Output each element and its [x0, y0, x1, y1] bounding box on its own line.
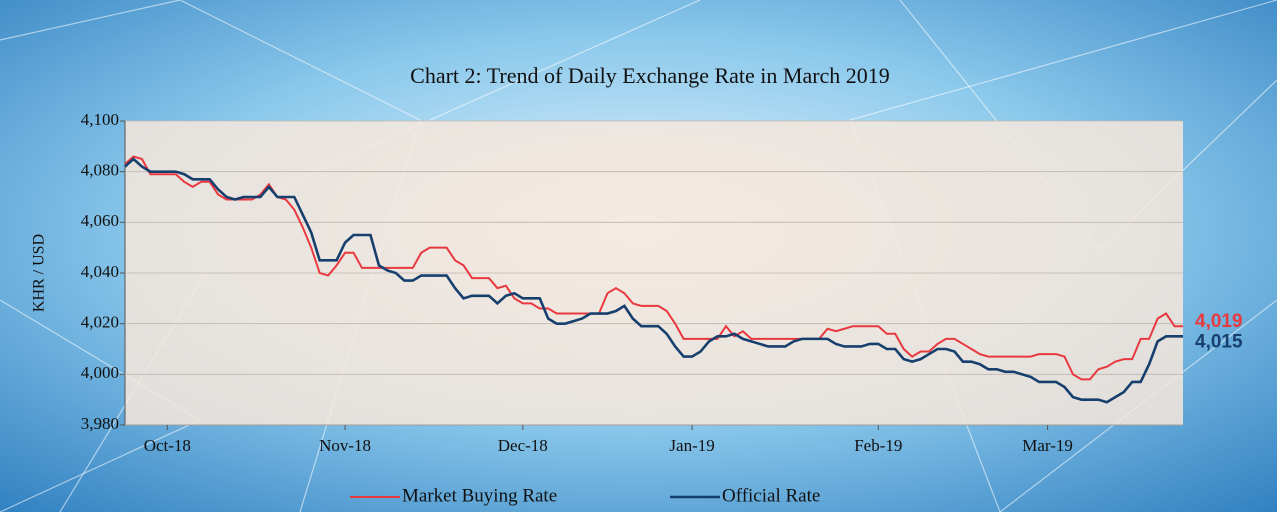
x-tick-label: Jan-19 — [669, 436, 714, 455]
chart-title: Chart 2: Trend of Daily Exchange Rate in… — [410, 63, 890, 88]
x-tick-label: Nov-18 — [319, 436, 371, 455]
y-tick-label: 4,080 — [81, 161, 119, 180]
legend-label: Official Rate — [722, 485, 820, 506]
series-line — [124, 155, 1183, 381]
x-tick-label: Mar-19 — [1022, 436, 1073, 455]
series-line — [124, 157, 1183, 404]
y-axis-label: KHR / USD — [31, 234, 48, 312]
end-label: 4,019 — [1195, 311, 1243, 332]
y-tick-label: 4,100 — [81, 110, 119, 129]
x-tick-label: Feb-19 — [854, 436, 902, 455]
end-label: 4,015 — [1195, 331, 1243, 352]
y-tick-label: 4,040 — [81, 262, 119, 281]
y-tick-label: 4,020 — [81, 313, 119, 332]
x-tick-label: Dec-18 — [498, 436, 548, 455]
y-tick-label: 4,000 — [81, 363, 119, 382]
x-tick-label: Oct-18 — [144, 436, 191, 455]
y-tick-label: 4,060 — [81, 211, 119, 230]
legend-label: Market Buying Rate — [402, 485, 557, 506]
y-tick-label: 3,980 — [81, 414, 119, 433]
